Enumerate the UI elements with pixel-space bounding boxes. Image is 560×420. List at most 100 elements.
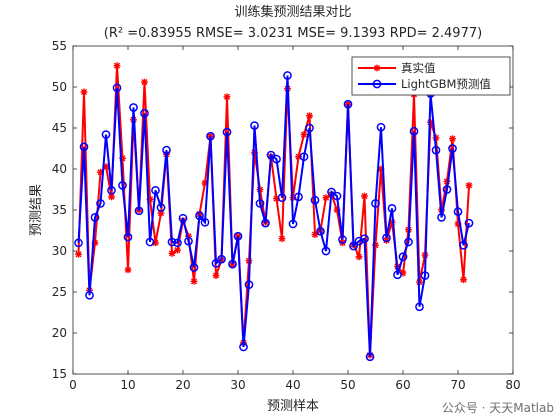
y-tick-label: 40: [52, 162, 67, 176]
data-point: [140, 108, 149, 118]
x-tick-label: 60: [395, 378, 410, 392]
data-point: [431, 145, 441, 155]
data-point: [360, 234, 369, 244]
y-tick-label: 20: [52, 326, 67, 340]
legend-swatch-marker: [372, 79, 382, 89]
legend-swatch-marker: [373, 64, 381, 72]
data-point: [453, 207, 463, 216]
data-point: [299, 152, 309, 162]
x-tick-label: 50: [340, 378, 355, 392]
data-point: [134, 206, 144, 216]
data-point: [442, 185, 452, 194]
data-point: [244, 280, 254, 289]
data-point: [338, 235, 347, 244]
data-point: [184, 236, 193, 246]
data-point: [107, 185, 116, 195]
data-point: [145, 237, 155, 247]
data-point: [349, 241, 358, 251]
x-axis-label: 预测样本: [267, 399, 319, 414]
data-point: [283, 71, 292, 80]
data-point: [361, 192, 368, 200]
data-point: [393, 270, 402, 280]
data-point: [151, 185, 160, 195]
y-tick-label: 50: [52, 80, 67, 94]
data-point: [212, 272, 220, 279]
series-predicted: [74, 71, 474, 362]
watermark-text: 公众号 · 天天Matlab: [441, 401, 554, 415]
data-point: [460, 276, 467, 284]
data-point: [168, 250, 176, 257]
data-point: [404, 237, 413, 247]
data-point: [195, 211, 204, 221]
data-point: [167, 237, 177, 247]
series-line: [77, 65, 470, 356]
data-point: [173, 238, 182, 248]
data-point: [355, 253, 363, 261]
data-point: [327, 187, 336, 197]
data-point: [222, 127, 232, 137]
data-point: [233, 231, 243, 241]
x-tick-label: 80: [505, 378, 520, 392]
data-point: [288, 219, 298, 229]
data-point: [178, 213, 188, 223]
x-tick-label: 70: [450, 378, 465, 392]
y-tick-label: 30: [52, 244, 67, 258]
data-point: [343, 99, 353, 109]
data-point: [206, 131, 215, 141]
data-point: [79, 142, 89, 152]
series-line: [77, 75, 470, 357]
data-point: [376, 122, 386, 132]
data-point: [255, 199, 265, 208]
data-point: [239, 342, 248, 352]
data-point: [85, 290, 94, 300]
data-point: [305, 123, 314, 133]
data-point: [162, 145, 171, 155]
data-point: [332, 191, 342, 201]
data-point: [228, 259, 237, 269]
data-point: [174, 246, 181, 254]
data-point: [409, 126, 419, 136]
data-point: [277, 193, 287, 203]
data-point: [322, 194, 330, 202]
chart-subtitle: (R² =0.83955 RMSE= 3.0231 MSE= 9.1393 RP…: [104, 26, 482, 41]
data-point: [266, 150, 276, 160]
data-point: [278, 235, 286, 243]
x-tick-label: 40: [285, 378, 300, 392]
data-point: [261, 218, 270, 228]
data-point: [189, 263, 199, 272]
data-point: [96, 199, 105, 208]
data-point: [129, 103, 138, 112]
x-tick-label: 0: [69, 378, 77, 392]
data-point: [156, 203, 166, 212]
data-point: [371, 199, 380, 208]
series-layer: [74, 62, 474, 362]
data-point: [459, 240, 468, 250]
y-tick-label: 35: [52, 203, 67, 217]
data-point: [118, 181, 127, 190]
data-point: [294, 192, 303, 202]
data-point: [211, 258, 221, 268]
data-point: [321, 246, 331, 256]
legend: 真实值 LightGBM预测值: [351, 56, 511, 96]
data-point: [250, 121, 259, 130]
data-point: [437, 213, 446, 222]
y-tick-label: 25: [52, 285, 67, 299]
data-point: [420, 271, 430, 280]
legend-box: [351, 56, 511, 96]
data-point: [112, 83, 122, 93]
y-tick-label: 55: [52, 39, 67, 53]
data-point: [190, 277, 198, 285]
data-point: [316, 226, 325, 236]
data-point: [448, 144, 457, 153]
y-tick-label: 45: [52, 121, 67, 135]
data-point: [415, 302, 424, 312]
data-point: [75, 250, 82, 258]
data-point: [101, 130, 111, 139]
data-point: [272, 154, 281, 164]
x-tick-label: 30: [230, 378, 245, 392]
data-point: [223, 93, 231, 101]
data-point: [90, 213, 100, 222]
data-point: [200, 217, 210, 227]
data-point: [464, 218, 474, 228]
